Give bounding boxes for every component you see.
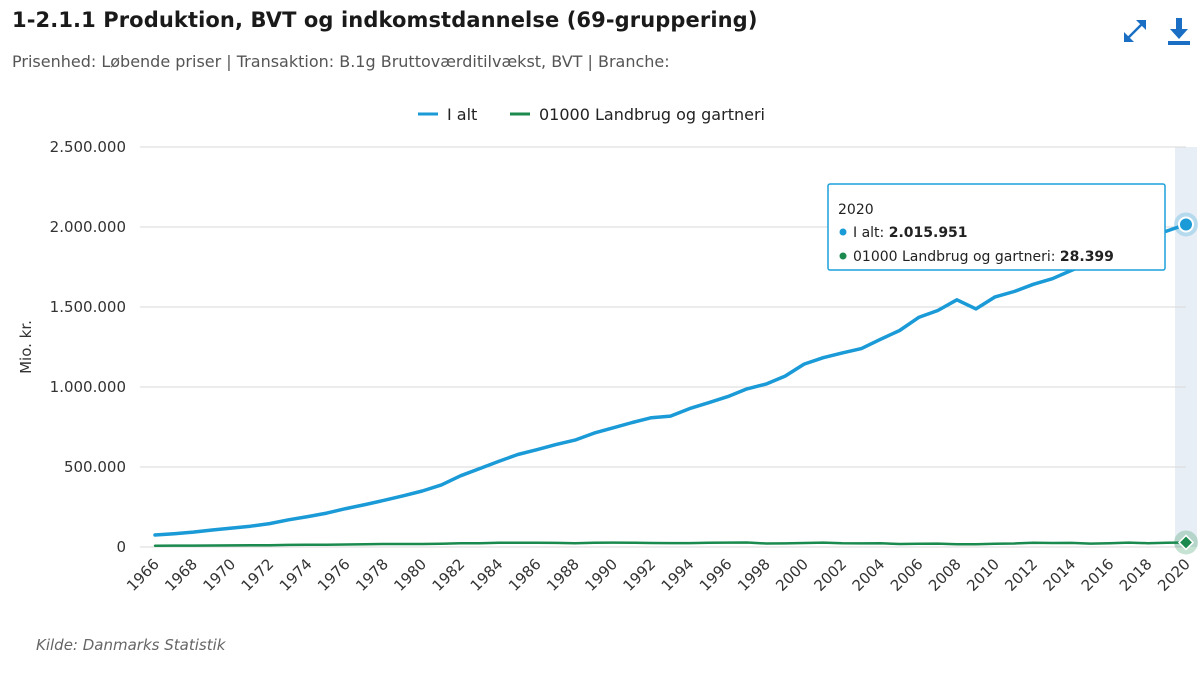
tooltip: 2020 I alt: 2.015.951 01000 Landbrug og ga…	[827, 183, 1166, 271]
marker-ialt[interactable]	[1178, 216, 1194, 233]
x-tick-label: 1980	[390, 555, 430, 595]
download-icon[interactable]	[1162, 14, 1196, 48]
x-tick-label: 1968	[161, 555, 201, 595]
x-tick-label: 1982	[429, 555, 469, 595]
highlight-markers[interactable]	[1174, 212, 1198, 555]
y-tick-label: 500.000	[64, 458, 126, 476]
page-title: 1-2.1.1 Produktion, BVT og indkomstdanne…	[12, 8, 758, 32]
y-axis-label: Mio. kr.	[17, 320, 35, 374]
legend-item[interactable]: I alt	[447, 105, 477, 124]
x-tick-label: 2006	[887, 555, 927, 595]
x-tick-label: 1966	[123, 555, 163, 595]
x-tick-label: 1990	[581, 555, 621, 595]
x-tick-label: 2010	[963, 555, 1003, 595]
tooltip-box	[827, 183, 1166, 271]
x-tick-label: 2004	[849, 555, 889, 595]
expand-arrows-icon[interactable]	[1118, 14, 1152, 48]
tooltip-row-label: I alt:	[853, 225, 889, 241]
x-tick-label: 2016	[1078, 555, 1118, 595]
x-tick-label: 1998	[734, 555, 774, 595]
series-line-1	[153, 541, 1188, 547]
y-tick-label: 1.500.000	[50, 298, 126, 316]
x-tick-label: 1992	[620, 555, 660, 595]
legend-item[interactable]: 01000 Landbrug og gartneri	[539, 105, 765, 124]
x-tick-label: 1978	[352, 555, 392, 595]
x-tick-label: 1994	[658, 555, 698, 595]
highlight-band	[1175, 147, 1197, 547]
x-tick-label: 1976	[314, 555, 354, 595]
x-tick-label: 1996	[696, 555, 736, 595]
x-axis-ticks: 1966196819701972197419761978198019821984…	[123, 555, 1194, 595]
x-tick-label: 2020	[1154, 555, 1194, 595]
x-tick-label: 2018	[1116, 555, 1156, 595]
tooltip-row: I alt: 2.015.951	[853, 225, 968, 241]
y-tick-label: 0	[116, 538, 126, 556]
x-tick-label: 2008	[925, 555, 965, 595]
series-lines	[153, 222, 1188, 547]
x-tick-label: 1986	[505, 555, 545, 595]
series-line-0	[153, 222, 1188, 537]
x-tick-label: 1972	[238, 555, 278, 595]
marker-landbrug[interactable]	[1177, 534, 1195, 551]
tooltip-row-value: 2.015.951	[889, 225, 968, 241]
x-tick-label: 1974	[276, 555, 316, 595]
page-subtitle: Prisenhed: Løbende priser | Transaktion:…	[12, 52, 670, 71]
tooltip-row: 01000 Landbrug og gartneri: 28.399	[853, 249, 1114, 265]
x-tick-label: 1988	[543, 555, 583, 595]
tooltip-swatch	[839, 252, 847, 260]
x-tick-label: 2002	[810, 555, 850, 595]
tooltip-title: 2020	[838, 202, 874, 218]
y-axis-ticks: 0 500.000 1.000.000 1.500.000 2.000.000 2.500…	[50, 138, 126, 556]
y-tick-label: 1.000.000	[50, 378, 126, 396]
x-tick-label: 2000	[772, 555, 812, 595]
y-tick-label: 2.000.000	[50, 218, 126, 236]
tooltip-swatch	[839, 228, 847, 236]
source-note: Kilde: Danmarks Statistik	[36, 636, 226, 654]
tooltip-row-label: 01000 Landbrug og gartneri:	[853, 249, 1060, 265]
x-tick-label: 2014	[1040, 555, 1080, 595]
legend[interactable]: I alt 01000 Landbrug og gartneri	[418, 105, 765, 124]
x-tick-label: 2012	[1001, 555, 1041, 595]
x-tick-label: 1970	[199, 555, 239, 595]
x-tick-label: 1984	[467, 555, 507, 595]
tooltip-row-value: 28.399	[1060, 249, 1114, 265]
y-tick-label: 2.500.000	[50, 138, 126, 156]
